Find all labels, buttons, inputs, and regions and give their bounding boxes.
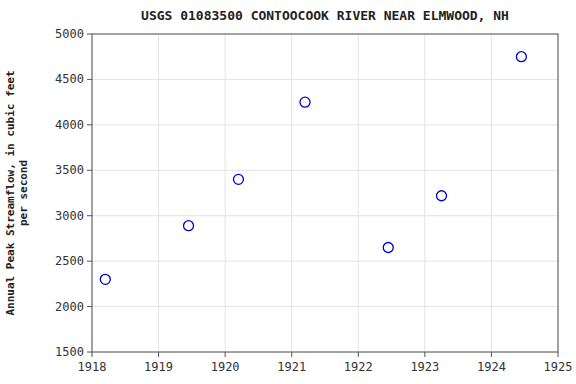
y-tick-label: 2000 <box>55 300 84 314</box>
x-tick-label: 1921 <box>277 360 306 374</box>
x-tick-label: 1920 <box>211 360 240 374</box>
point <box>300 97 310 107</box>
title: USGS 01083500 CONTOOCOOK RIVER NEAR ELMW… <box>141 8 509 23</box>
y-tick-label: 4000 <box>55 118 84 132</box>
point <box>383 243 393 253</box>
y-grid-line <box>92 306 558 307</box>
plot-frame <box>92 34 558 352</box>
point <box>233 174 243 184</box>
x-grid-line <box>358 34 359 352</box>
point <box>516 52 526 62</box>
x-tick-label: 1924 <box>477 360 506 374</box>
x-tick <box>558 352 559 357</box>
plot-background <box>92 34 558 352</box>
x-tick-label: 1922 <box>344 360 373 374</box>
y-tick <box>87 170 92 171</box>
y-tick-label: 5000 <box>55 27 84 41</box>
y-tick-label: 2500 <box>55 254 84 268</box>
y-tick-label: 3000 <box>55 209 84 223</box>
point <box>437 191 447 201</box>
x-tick-label: 1918 <box>78 360 107 374</box>
chart-container: 1918 1919 1920 1921 1922 1923 1924 1925 1500 2000… <box>0 0 576 384</box>
x-tick-label: 1925 <box>544 360 573 374</box>
y-tick-label: 3500 <box>55 163 84 177</box>
point <box>184 221 194 231</box>
y-grid-line <box>92 124 558 125</box>
points <box>100 52 526 285</box>
y-tick-label: 4500 <box>55 72 84 86</box>
grid <box>92 34 558 352</box>
x-tick <box>424 352 425 357</box>
y-axis-label: Annual Peak Streamflow, in cubic feetper… <box>4 70 30 315</box>
x-tick <box>92 352 93 357</box>
y-tick-label: 1500 <box>55 345 84 359</box>
x-grid-line <box>424 34 425 352</box>
x-tick <box>291 352 292 357</box>
y-tick <box>87 34 92 35</box>
x-tick <box>491 352 492 357</box>
x-grid-line <box>158 34 159 352</box>
x-tick-label: 1919 <box>144 360 173 374</box>
y-tick <box>87 352 92 353</box>
x-grid-line <box>491 34 492 352</box>
y-grid-line <box>92 170 558 171</box>
x-grid-line <box>225 34 226 352</box>
x-tick <box>225 352 226 357</box>
y-tick <box>87 215 92 216</box>
y-tick <box>87 306 92 307</box>
axes: 1918 1919 1920 1921 1922 1923 1924 1925 1500 2000… <box>55 27 572 374</box>
chart: 1918 1919 1920 1921 1922 1923 1924 1925 1500 2000… <box>0 0 576 384</box>
y-grid-line <box>92 215 558 216</box>
y-tick <box>87 124 92 125</box>
y-tick <box>87 79 92 80</box>
point <box>100 274 110 284</box>
x-tick <box>158 352 159 357</box>
y-grid-line <box>92 79 558 80</box>
x-tick <box>358 352 359 357</box>
x-tick-label: 1923 <box>410 360 439 374</box>
x-grid-line <box>291 34 292 352</box>
y-tick <box>87 261 92 262</box>
y-grid-line <box>92 261 558 262</box>
